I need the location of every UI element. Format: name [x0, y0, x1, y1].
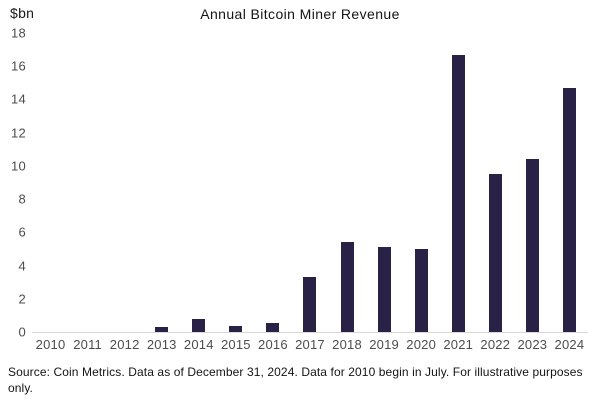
- x-tick-label-2010: 2010: [35, 337, 66, 352]
- y-axis-unit-label: $bn: [10, 5, 35, 21]
- y-tick-label-4: 4: [18, 258, 26, 274]
- bar-2014: [192, 319, 206, 332]
- y-tick-label-8: 8: [18, 191, 26, 207]
- bar-slot-2016: [254, 33, 291, 332]
- bar-2023: [525, 159, 539, 332]
- x-tick-label-2012: 2012: [109, 337, 140, 352]
- x-tick-label-2015: 2015: [220, 337, 251, 352]
- bar-2016: [266, 323, 280, 332]
- y-tick-label-0: 0: [18, 324, 26, 340]
- bar-2017: [303, 277, 317, 332]
- x-tick-label-2020: 2020: [406, 337, 437, 352]
- x-tick-label-2013: 2013: [146, 337, 177, 352]
- bar-slot-2012: [106, 33, 143, 332]
- chart-title: Annual Bitcoin Miner Revenue: [200, 6, 400, 22]
- y-tick-label-6: 6: [18, 224, 26, 240]
- x-tick-label-2019: 2019: [369, 337, 399, 352]
- x-axis-line: [32, 332, 588, 333]
- bar-slot-2015: [217, 33, 254, 332]
- bars-area: [32, 33, 588, 332]
- x-tick-label-2011: 2011: [73, 337, 102, 352]
- bar-slot-2023: [514, 33, 551, 332]
- x-tick-label-2021: 2021: [443, 337, 474, 352]
- y-tick-label-10: 10: [10, 158, 26, 174]
- bar-2021: [451, 55, 465, 332]
- y-tick-label-12: 12: [10, 125, 26, 141]
- x-tick-label-2022: 2022: [480, 337, 511, 352]
- bar-2022: [488, 174, 502, 332]
- bar-slot-2018: [329, 33, 366, 332]
- x-tick-label-2018: 2018: [332, 337, 362, 352]
- x-tick-label-2016: 2016: [258, 337, 288, 352]
- x-tick-label-2017: 2017: [295, 337, 325, 352]
- x-tick-label-2024: 2024: [554, 337, 585, 352]
- x-tick-label-2014: 2014: [183, 337, 214, 352]
- bar-2015: [229, 326, 243, 332]
- bar-slot-2022: [477, 33, 514, 332]
- y-tick-label-2: 2: [18, 291, 26, 307]
- x-axis: 2010 2011 2012 2013 2014 2015 2016 2017 2018 2019…: [32, 337, 588, 352]
- bar-slot-2019: [366, 33, 403, 332]
- bar-2019: [377, 247, 391, 332]
- bar-slot-2013: [143, 33, 180, 332]
- bar-slot-2017: [291, 33, 328, 332]
- bar-2018: [340, 242, 354, 332]
- y-tick-label-18: 18: [10, 25, 26, 41]
- bar-2013: [155, 327, 169, 332]
- bar-slot-2014: [180, 33, 217, 332]
- bar-slot-2024: [551, 33, 588, 332]
- y-tick-label-14: 14: [10, 91, 26, 107]
- x-tick-label-2023: 2023: [517, 337, 548, 352]
- bar-slot-2011: [69, 33, 106, 332]
- bar-slot-2021: [440, 33, 477, 332]
- y-axis: 0 2 4 6 8 10 12 14 16 18: [0, 0, 26, 400]
- bar-slot-2020: [403, 33, 440, 332]
- bar-2020: [414, 249, 428, 332]
- plot-area: 2010 2011 2012 2013 2014 2015 2016 2017 2018 2019…: [32, 33, 588, 352]
- bar-2024: [562, 88, 576, 332]
- bar-slot-2010: [32, 33, 69, 332]
- source-note: Source: Coin Metrics. Data as of Decembe…: [8, 365, 583, 396]
- y-tick-label-16: 16: [10, 58, 26, 74]
